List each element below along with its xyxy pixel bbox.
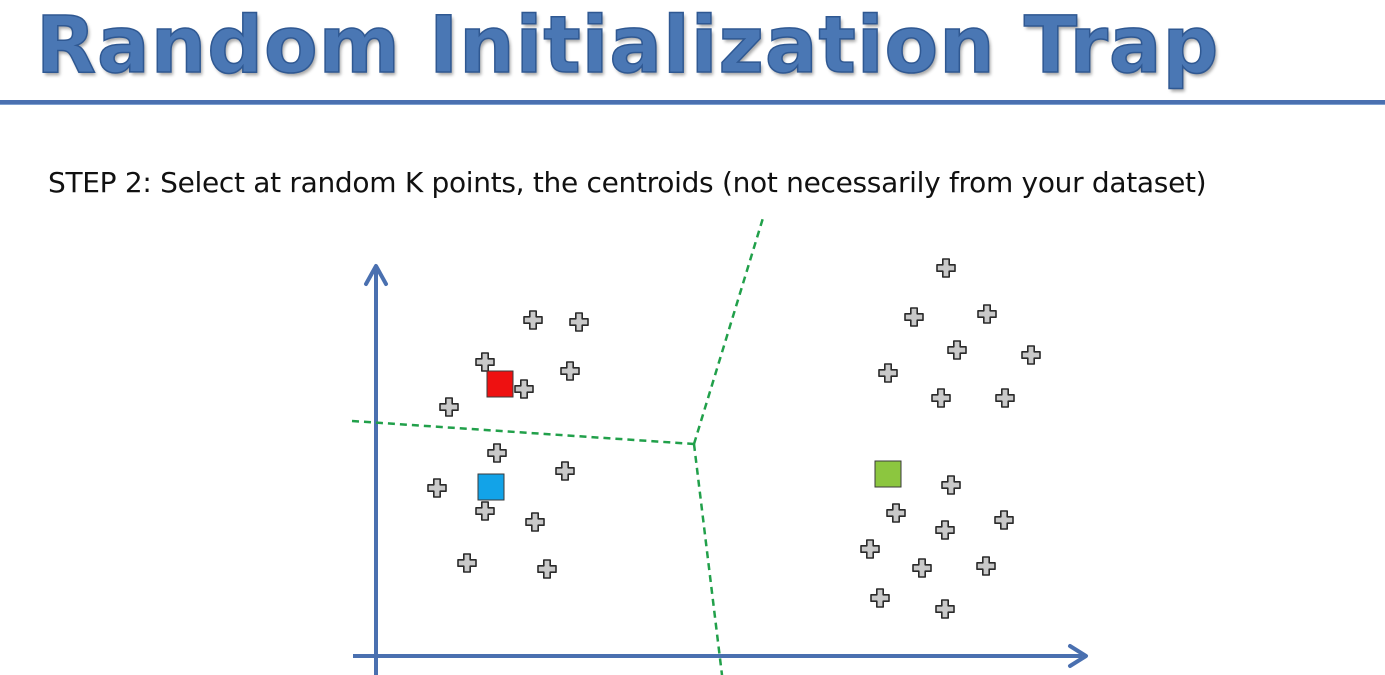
slide-title: Random Initialization Trap <box>35 0 1220 92</box>
plus-icon <box>475 352 495 372</box>
voronoi-boundaries <box>351 217 765 675</box>
plus-icon <box>995 388 1015 408</box>
plus-icon <box>977 304 997 324</box>
plus-icon <box>878 363 898 383</box>
plus-icon <box>569 312 589 332</box>
plus-icon <box>870 588 890 608</box>
plus-icon <box>523 310 543 330</box>
plus-icon <box>457 553 477 573</box>
data-points <box>427 258 1041 619</box>
plus-icon <box>935 599 955 619</box>
plus-icon <box>904 307 924 327</box>
plus-icon <box>860 539 880 559</box>
plus-icon <box>912 558 932 578</box>
plus-icon <box>514 379 534 399</box>
plus-icon <box>976 556 996 576</box>
centroid-green-square-icon <box>874 460 902 488</box>
plus-icon <box>1021 345 1041 365</box>
plus-icon <box>475 501 495 521</box>
axes <box>353 264 1088 675</box>
plus-icon <box>537 559 557 579</box>
plus-icon <box>994 510 1014 530</box>
plus-icon <box>525 512 545 532</box>
boundary-line-top <box>692 217 765 445</box>
title-divider <box>0 100 1385 105</box>
plus-icon <box>936 258 956 278</box>
centroid-red-square-icon <box>486 370 514 398</box>
plus-icon <box>427 478 447 498</box>
boundary-line-left <box>351 419 695 446</box>
centroid-blue-square-icon <box>477 473 505 501</box>
plus-icon <box>886 503 906 523</box>
boundary-line-bottom <box>692 443 724 675</box>
step-description: STEP 2: Select at random K points, the c… <box>48 166 1207 199</box>
plus-icon <box>555 461 575 481</box>
centroids <box>477 370 902 501</box>
plus-icon <box>935 520 955 540</box>
plus-icon <box>931 388 951 408</box>
plus-icon <box>947 340 967 360</box>
y-axis-arrowhead <box>364 264 388 286</box>
plus-icon <box>439 397 459 417</box>
plus-icon <box>560 361 580 381</box>
plus-icon <box>487 443 507 463</box>
plus-icon <box>941 475 961 495</box>
x-axis-arrowhead <box>1068 644 1088 668</box>
